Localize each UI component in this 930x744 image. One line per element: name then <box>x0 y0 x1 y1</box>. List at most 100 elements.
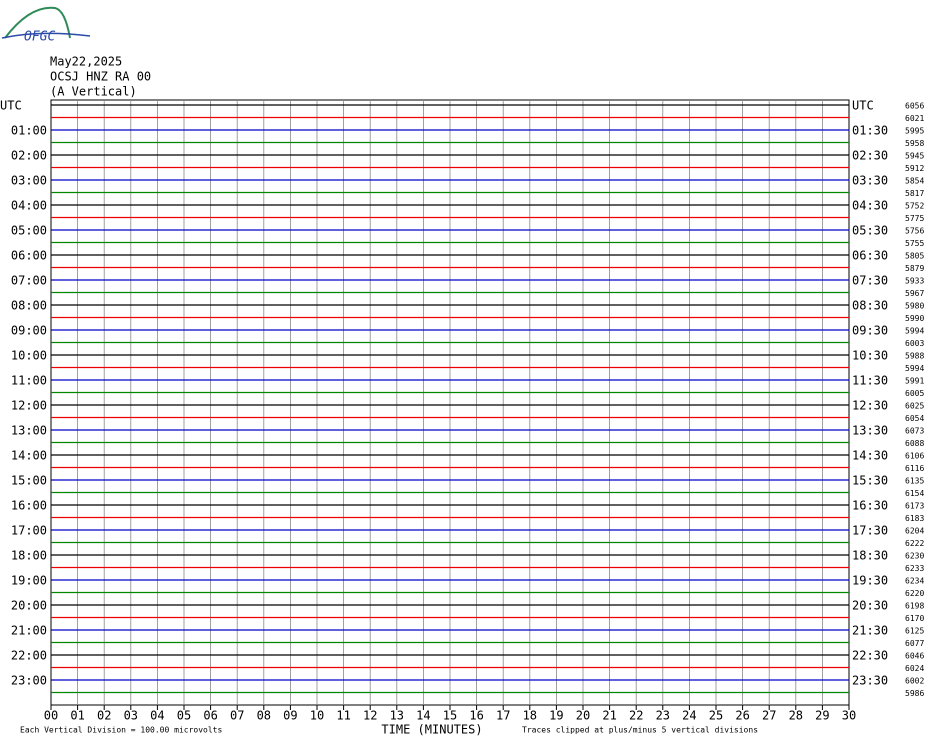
x-tick-label: 28 <box>789 709 803 723</box>
x-tick-label: 05 <box>177 709 191 723</box>
logo-text: OFGC <box>24 30 55 45</box>
x-tick-label: 20 <box>576 709 590 723</box>
x-title: TIME (MINUTES) <box>381 723 482 737</box>
trace-count: 6135 <box>905 477 924 486</box>
x-tick-label: 08 <box>257 709 271 723</box>
x-tick-label: 29 <box>815 709 829 723</box>
left-label: 21:00 <box>11 624 47 638</box>
clip-note: Traces clipped at plus/minus 5 vertical … <box>522 726 758 735</box>
trace-count: 6005 <box>905 389 924 398</box>
station: OCSJ HNZ RA 00 <box>50 70 151 84</box>
right-label: 20:30 <box>852 599 888 613</box>
left-label: 15:00 <box>11 474 47 488</box>
trace-count: 6173 <box>905 502 924 511</box>
component: (A Vertical) <box>50 85 137 99</box>
right-label: 21:30 <box>852 624 888 638</box>
trace-count: 5986 <box>905 689 924 698</box>
trace-count: 5995 <box>905 127 924 136</box>
right-label: 18:30 <box>852 549 888 563</box>
right-label: 01:30 <box>852 124 888 138</box>
trace-count: 6054 <box>905 414 924 423</box>
trace-count: 5755 <box>905 239 924 248</box>
trace-count: 6220 <box>905 589 924 598</box>
trace-count: 6234 <box>905 577 924 586</box>
trace-count: 5991 <box>905 377 924 386</box>
left-label: 09:00 <box>11 324 47 338</box>
trace-count: 6025 <box>905 402 924 411</box>
trace-count: 5990 <box>905 314 924 323</box>
trace-count: 5967 <box>905 289 924 298</box>
trace-count: 6233 <box>905 564 924 573</box>
right-label: 11:30 <box>852 374 888 388</box>
trace-count: 5994 <box>905 327 924 336</box>
left-label: 08:00 <box>11 299 47 313</box>
trace-count: 6077 <box>905 639 924 648</box>
right-label: 14:30 <box>852 449 888 463</box>
right-label: 10:30 <box>852 349 888 363</box>
right-label: UTC <box>852 99 874 113</box>
trace-count: 6198 <box>905 602 924 611</box>
left-label: 12:00 <box>11 399 47 413</box>
x-tick-label: 16 <box>469 709 483 723</box>
x-tick-label: 22 <box>629 709 643 723</box>
x-tick-label: 07 <box>230 709 244 723</box>
trace-count: 6106 <box>905 452 924 461</box>
right-label: 13:30 <box>852 424 888 438</box>
x-tick-label: 19 <box>549 709 563 723</box>
left-label: 03:00 <box>11 174 47 188</box>
trace-count: 5980 <box>905 302 924 311</box>
trace-count: 5854 <box>905 177 924 186</box>
left-label: 11:00 <box>11 374 47 388</box>
right-label: 02:30 <box>852 149 888 163</box>
x-tick-label: 26 <box>735 709 749 723</box>
x-tick-label: 00 <box>44 709 58 723</box>
x-tick-label: 21 <box>602 709 616 723</box>
right-label: 12:30 <box>852 399 888 413</box>
left-label: 18:00 <box>11 549 47 563</box>
left-label: 10:00 <box>11 349 47 363</box>
right-label: 06:30 <box>852 249 888 263</box>
trace-count: 5817 <box>905 189 924 198</box>
scale-note: Each Vertical Division = 100.00 microvol… <box>20 726 222 735</box>
left-label: 23:00 <box>11 674 47 688</box>
trace-count: 5933 <box>905 277 924 286</box>
trace-count: 6088 <box>905 439 924 448</box>
trace-count: 6003 <box>905 339 924 348</box>
left-label: 13:00 <box>11 424 47 438</box>
trace-count: 5879 <box>905 264 924 273</box>
right-label: 19:30 <box>852 574 888 588</box>
left-label: 17:00 <box>11 524 47 538</box>
trace-count: 6021 <box>905 114 924 123</box>
x-tick-label: 23 <box>656 709 670 723</box>
left-label: 16:00 <box>11 499 47 513</box>
trace-count: 5912 <box>905 164 924 173</box>
right-label: 07:30 <box>852 274 888 288</box>
trace-count: 5988 <box>905 352 924 361</box>
right-label: 08:30 <box>852 299 888 313</box>
left-label: 19:00 <box>11 574 47 588</box>
right-label: 09:30 <box>852 324 888 338</box>
trace-count: 5756 <box>905 227 924 236</box>
right-label: 22:30 <box>852 649 888 663</box>
x-tick-label: 30 <box>842 709 856 723</box>
trace-count: 6230 <box>905 552 924 561</box>
trace-count: 5775 <box>905 214 924 223</box>
trace-count: 5945 <box>905 152 924 161</box>
logo-arc <box>4 6 71 39</box>
x-tick-label: 09 <box>283 709 297 723</box>
trace-count: 6002 <box>905 677 924 686</box>
date: May22,2025 <box>50 55 122 69</box>
left-label: 07:00 <box>11 274 47 288</box>
x-tick-label: 03 <box>124 709 138 723</box>
x-tick-label: 10 <box>310 709 324 723</box>
trace-count: 6116 <box>905 464 924 473</box>
trace-count: 6046 <box>905 652 924 661</box>
left-label: 02:00 <box>11 149 47 163</box>
x-tick-label: 25 <box>709 709 723 723</box>
right-label: 16:30 <box>852 499 888 513</box>
trace-count: 6222 <box>905 539 924 548</box>
x-tick-label: 13 <box>390 709 404 723</box>
trace-count: 6170 <box>905 614 924 623</box>
trace-count: 5752 <box>905 202 924 211</box>
